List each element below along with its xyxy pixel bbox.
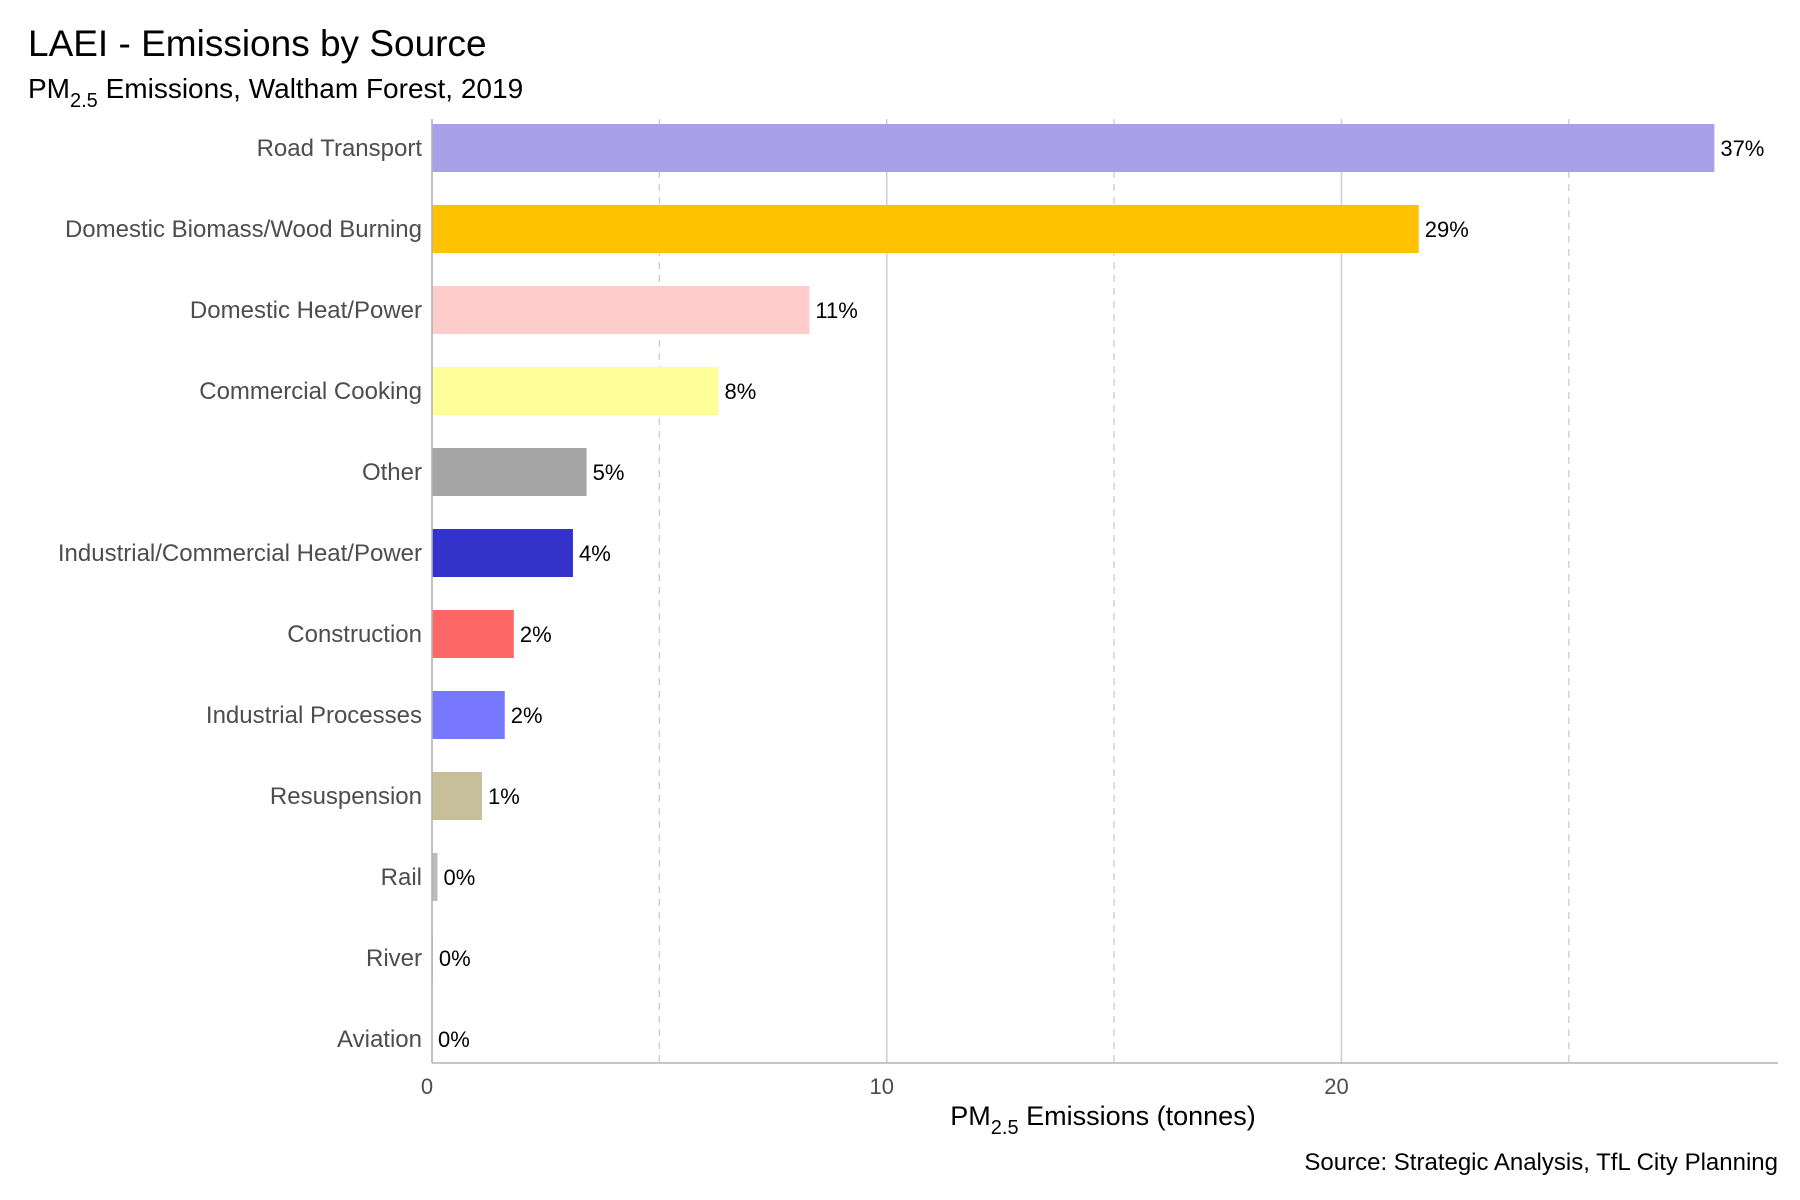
value-labels: 37% 29% 11% 8% 5% 4% 2% 2% 1% 0% 0% 0% [438, 136, 1764, 1052]
bar-value-label: 1% [488, 784, 520, 809]
bar [432, 367, 719, 415]
x-tick-label: 0 [421, 1074, 433, 1099]
subtitle-suffix: Emissions, Waltham Forest, 2019 [98, 73, 523, 104]
xlabel-subscript: 2.5 [991, 1117, 1019, 1139]
bars [432, 124, 1715, 982]
xlabel-prefix: PM [950, 1101, 991, 1131]
category-label: Industrial/Commercial Heat/Power [58, 540, 422, 567]
category-label: Commercial Cooking [199, 378, 422, 405]
bar-value-label: 4% [579, 541, 611, 566]
bar [432, 124, 1715, 172]
bar-value-label: 2% [511, 703, 543, 728]
chart-caption: Source: Strategic Analysis, TfL City Pla… [1304, 1149, 1778, 1176]
x-tick-label: 20 [1324, 1074, 1348, 1099]
category-label: Other [362, 459, 422, 486]
chart-title: LAEI - Emissions by Source [28, 23, 487, 64]
bar-value-label: 2% [520, 622, 552, 647]
bar [432, 691, 505, 739]
gridlines [658, 119, 1570, 1063]
subtitle-prefix: PM [28, 73, 70, 104]
bar-value-label: 8% [724, 379, 756, 404]
bar [432, 205, 1419, 253]
bar [432, 772, 483, 820]
bar [432, 286, 810, 334]
category-label: Domestic Biomass/Wood Burning [65, 216, 422, 243]
chart-subtitle: PM2.5 Emissions, Waltham Forest, 2019 [28, 73, 523, 112]
x-tick-labels: 0 10 20 [421, 1074, 1349, 1099]
bar-value-label: 29% [1425, 217, 1469, 242]
axes [431, 119, 1778, 1064]
bar-value-label: 37% [1720, 136, 1764, 161]
category-label: Resuspension [270, 783, 422, 810]
category-labels: Road Transport Domestic Biomass/Wood Burn… [58, 135, 422, 1053]
category-label: River [366, 945, 422, 972]
bar [432, 610, 514, 658]
category-label: Rail [381, 864, 422, 891]
category-label: Construction [287, 621, 422, 648]
bar-value-label: 0% [443, 865, 475, 890]
category-label: Road Transport [257, 135, 423, 162]
x-tick-label: 10 [869, 1074, 893, 1099]
xlabel-suffix: Emissions (tonnes) [1019, 1101, 1256, 1131]
bar [432, 448, 587, 496]
bar-value-label: 0% [439, 946, 471, 971]
subtitle-subscript: 2.5 [70, 90, 98, 112]
category-label: Industrial Processes [206, 702, 422, 729]
category-label: Aviation [337, 1026, 422, 1053]
bar-value-label: 5% [593, 460, 625, 485]
bar-value-label: 0% [438, 1027, 470, 1052]
bar-value-label: 11% [815, 298, 857, 323]
bar [432, 853, 438, 901]
bar [432, 529, 573, 577]
x-axis-title: PM2.5 Emissions (tonnes) [950, 1101, 1255, 1139]
category-label: Domestic Heat/Power [190, 297, 422, 324]
